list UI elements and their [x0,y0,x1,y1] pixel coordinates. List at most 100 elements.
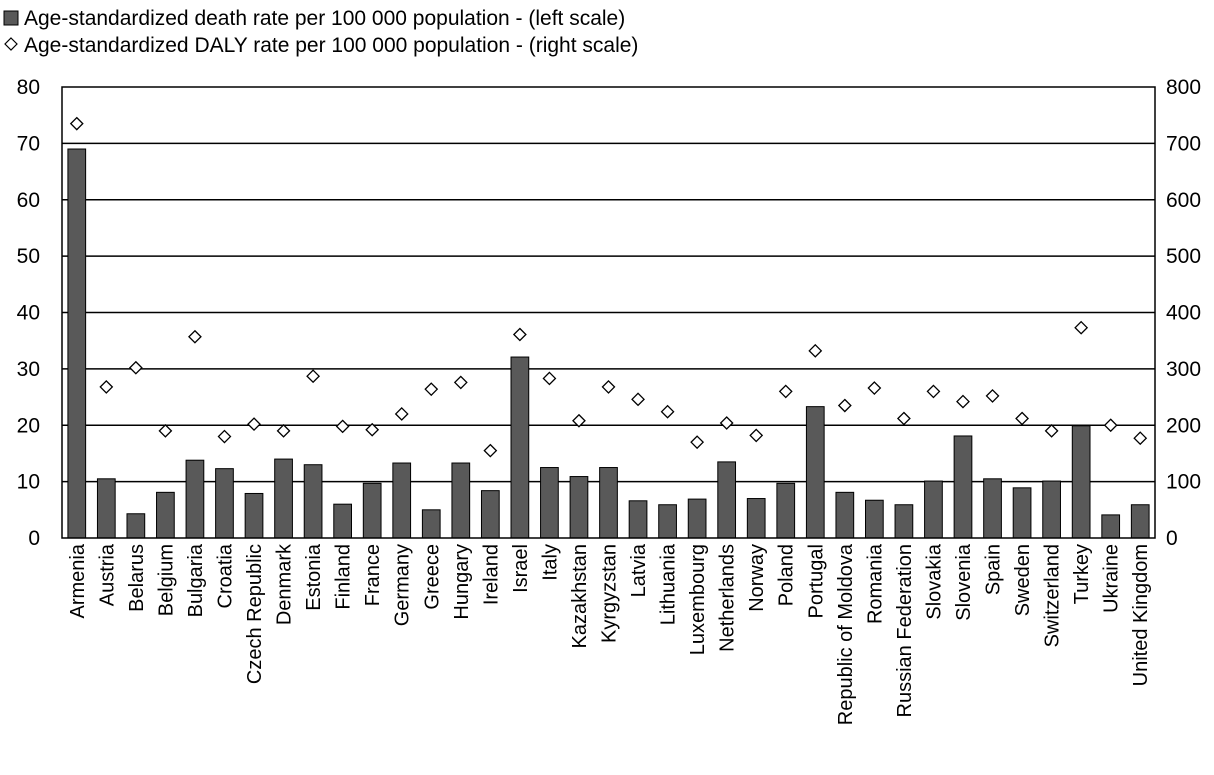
bar [274,458,293,539]
bar [953,435,973,539]
bar [540,467,559,539]
bar [96,478,116,539]
bar [185,459,205,539]
bar [746,498,766,539]
diamond-point [1044,423,1059,438]
diamond-point [956,394,970,409]
category-label: Denmark [274,543,296,625]
diamond-point [394,407,409,421]
category-label: Kazakhstan [569,544,591,649]
bar [1071,425,1091,539]
diamond-point [631,392,645,407]
diamond-point [512,327,527,342]
bar [628,500,648,539]
category-label: Turkey [1071,544,1093,604]
category-label: Czech Republic [244,544,266,684]
category-label: Poland [776,544,798,606]
bar [717,461,737,539]
diamond-point [188,329,202,344]
bar [510,356,530,539]
category-label: Spain [983,544,1005,595]
bar [835,491,855,539]
bar [421,509,441,539]
category-label: Republic of Moldova [835,543,857,725]
category-label: Israel [510,544,532,593]
bar [215,468,234,539]
diamond-point [247,417,261,432]
left-tick-label: 0 [28,527,40,550]
category-label: Kyrgyzstan [599,544,621,643]
bar [126,513,146,539]
diamond-point [778,384,793,399]
bar [1042,480,1061,539]
bar [480,490,500,539]
diamond-point [808,343,823,358]
left-tick-label: 50 [17,245,40,268]
category-label: Italy [539,544,561,581]
bar [983,478,1002,539]
left-tick-label: 70 [17,132,40,155]
category-label: Finland [333,544,355,610]
bar [1130,504,1150,539]
category-label: Portugal [805,544,827,619]
diamond-point [99,379,114,394]
bar [333,503,352,539]
diamond-point [601,379,616,394]
category-label: Hungary [451,544,473,620]
category-label: Russian Federation [894,544,916,717]
right-tick-label: 0 [1166,527,1178,550]
diamond-point [1074,320,1089,335]
right-tick-label: 700 [1166,132,1201,155]
diamond-point [276,423,291,438]
category-label: Greece [421,544,443,610]
category-label: Ukraine [1101,544,1123,613]
bar [599,467,618,539]
category-label: Netherlands [717,544,739,652]
diamond-point [985,389,1000,403]
legend-diamond-marker [4,37,18,51]
bar [924,480,943,539]
category-label: Estonia [303,543,325,611]
diamond-point [749,428,764,443]
right-tick-label: 200 [1166,414,1201,437]
category-label: Lithuania [658,543,680,625]
left-axis-ticks: 0 10 20 30 40 50 60 70 80 [17,76,40,550]
bar-series [67,148,1150,539]
left-tick-label: 10 [17,471,40,494]
category-label: Slovenia [953,543,975,621]
bar [805,406,825,539]
bar [776,482,796,539]
diamond-point [572,413,586,428]
category-label: Croatia [214,543,236,608]
diamond-point [719,416,734,430]
diamond-point [217,429,232,444]
left-tick-label: 20 [17,414,40,437]
category-label: Belarus [126,544,148,612]
category-label: Switzerland [1042,544,1064,647]
category-label: Romania [864,543,886,624]
diamond-point [1103,418,1118,433]
bar [894,504,914,539]
diamond-point [837,398,852,413]
bar [1101,514,1121,539]
category-label: Ireland [480,544,502,605]
category-label: Sweden [1012,544,1034,616]
bar [569,476,589,539]
plot-frame [61,86,1156,539]
bar [451,462,471,539]
category-label: Luxembourg [687,544,709,655]
right-tick-label: 400 [1166,302,1201,325]
bar [658,504,677,539]
bar [1012,487,1032,539]
diamond-point [306,369,321,384]
legend-bar-swatch [3,10,19,26]
right-tick-label: 100 [1166,471,1201,494]
category-label: Belgium [155,544,177,616]
diamond-point [1015,411,1029,426]
diamond-point [365,422,380,437]
bar [362,482,382,539]
diamond-point [1133,431,1148,446]
diamond-point [158,423,173,438]
diamond-point [128,360,143,375]
gridlines [62,142,1155,483]
